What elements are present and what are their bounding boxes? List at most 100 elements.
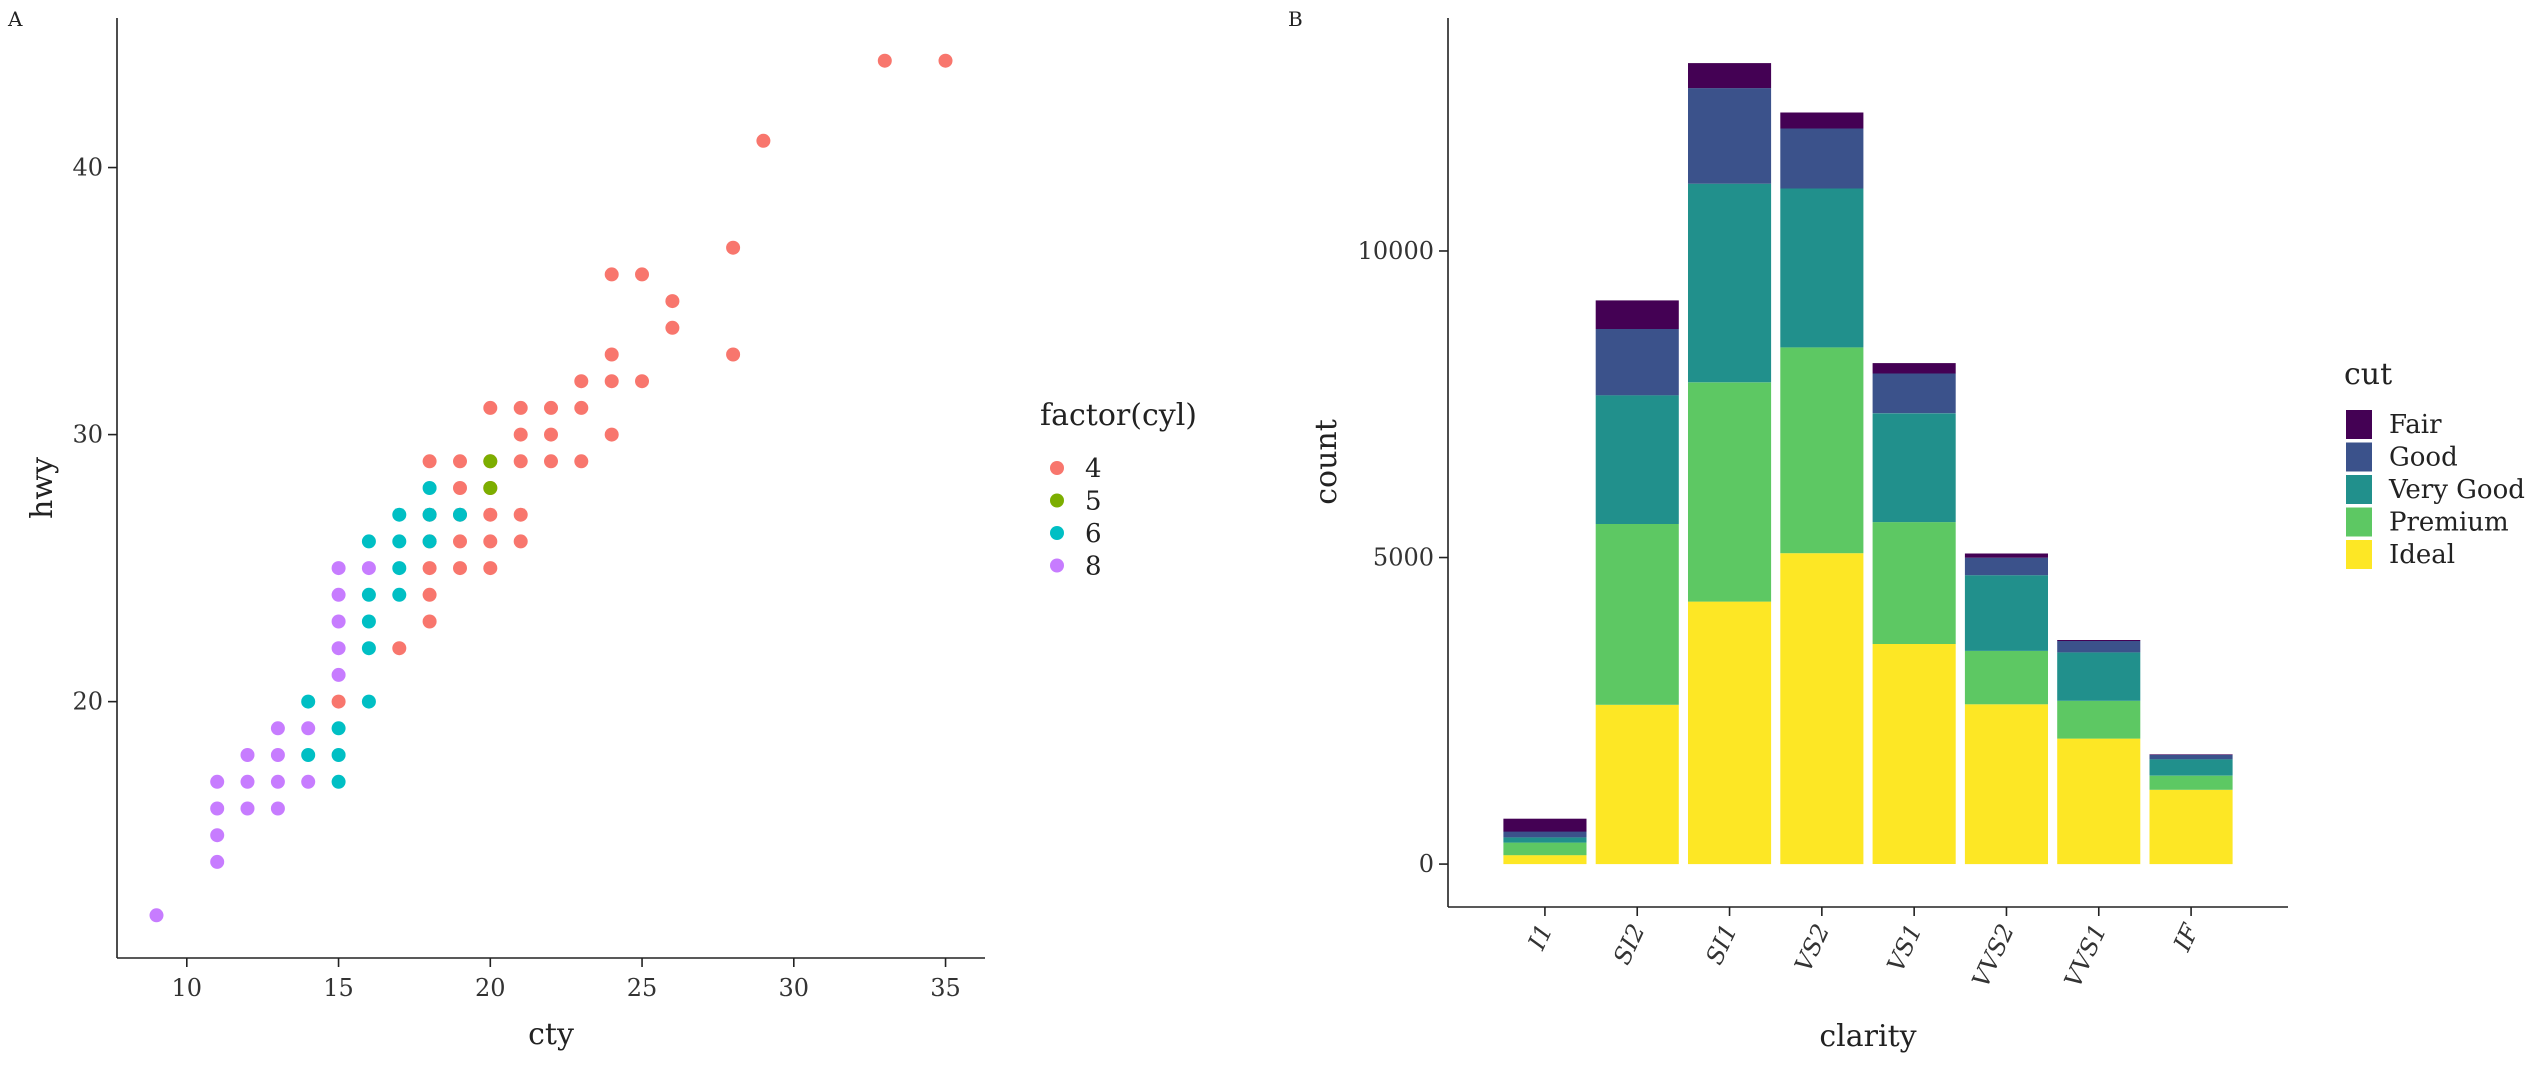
bar-segment-VS2-ideal	[1780, 553, 1864, 865]
scatter-point-cyl-6	[361, 587, 376, 602]
bar-segment-VS2-good	[1780, 128, 1864, 189]
bar-segment-VS1-ideal	[1872, 644, 1956, 864]
y-axis-title: hwy	[25, 457, 60, 519]
scatter-point-cyl-4	[422, 614, 437, 629]
scatter-point-cyl-8	[210, 774, 225, 789]
scatter-point-cyl-6	[453, 507, 467, 522]
bar-segment-SI1-good	[1688, 88, 1772, 184]
x-tick-label: VVS2	[1967, 920, 2020, 992]
legend-key-cyl-6	[1050, 526, 1064, 540]
scatter-point-cyl-6	[361, 534, 376, 549]
scatter-point-cyl-4	[604, 347, 619, 362]
bar-segment-VVS1-very-good	[2057, 652, 2141, 701]
scatter-point-cyl-4	[392, 641, 407, 656]
scatter-point-cyl-4	[453, 561, 467, 576]
scatter-point-cyl-4	[422, 561, 437, 576]
scatter-point-cyl-6	[392, 587, 407, 602]
bar-segment-VS2-premium	[1780, 347, 1864, 554]
scatter-point-cyl-8	[301, 774, 316, 789]
bar-segment-VVS2-ideal	[1964, 704, 2048, 865]
scatter-point-cyl-4	[544, 454, 558, 469]
legend-key-cyl-5	[1050, 493, 1064, 508]
scatter-point-cyl-4	[453, 534, 467, 549]
scatter-point-cyl-6	[422, 534, 437, 549]
scatter-point-cyl-8	[210, 828, 225, 843]
bar-segment-IF-ideal	[2149, 789, 2233, 865]
bar-segment-VVS1-fair	[2057, 640, 2141, 641]
bar-segment-I1-good	[1503, 831, 1587, 838]
scatter-point-cyl-6	[422, 481, 437, 495]
scatter-point-cyl-4	[544, 427, 558, 442]
scatter-point-cyl-4	[422, 587, 437, 602]
y-axis-title: count	[1309, 419, 1344, 505]
scatter-point-cyl-8	[270, 774, 285, 789]
scatter-point-cyl-6	[392, 534, 407, 549]
scatter-point-cyl-8	[331, 587, 346, 602]
bar-segment-VVS1-premium	[2057, 700, 2141, 739]
stacked-bars	[1503, 63, 2233, 865]
x-axis-ticks: 10 15 20 25 30 35	[172, 958, 961, 1002]
scatter-point-cyl-4	[483, 534, 498, 549]
bar-segment-I1-fair	[1503, 818, 1587, 832]
legend-key-ideal	[2346, 540, 2372, 569]
scatter-point-cyl-6	[422, 507, 437, 522]
legend-label-cyl-6: 6	[1085, 519, 1102, 549]
scatter-point-cyl-6	[392, 507, 407, 522]
scatter-point-cyl-5	[483, 481, 498, 495]
legend-label-cyl-8: 8	[1085, 552, 1102, 582]
legend-label-ideal: Ideal	[2389, 540, 2455, 570]
bar-segment-SI2-premium	[1595, 524, 1679, 705]
scatter-point-cyl-4	[453, 454, 467, 469]
scatter-point-cyl-4	[665, 294, 680, 309]
x-tick-label: 25	[627, 974, 658, 1002]
scatter-point-cyl-4	[513, 427, 528, 442]
scatter-point-cyl-4	[726, 347, 741, 362]
legend-label-very-good: Very Good	[2388, 475, 2525, 505]
scatter-point-cyl-4	[665, 320, 680, 335]
x-tick-label: I1	[1522, 920, 1558, 955]
y-tick-label: 5000	[1373, 544, 1434, 572]
bar-segment-SI2-very-good	[1595, 395, 1679, 524]
scatter-point-cyl-4	[604, 374, 619, 389]
scatter-point-cyl-4	[422, 454, 437, 469]
scatter-point-cyl-4	[513, 454, 528, 469]
scatter-point-cyl-8	[270, 801, 285, 816]
legend-title: factor(cyl)	[1040, 398, 1197, 433]
scatter-point-cyl-8	[331, 641, 346, 656]
scatter-point-cyl-8	[331, 667, 346, 682]
y-tick-label: 20	[72, 688, 103, 716]
scatter-point-cyl-4	[513, 507, 528, 522]
legend-key-good	[2346, 442, 2372, 472]
scatter-point-cyl-8	[270, 748, 285, 762]
legend-label-cyl-5: 5	[1085, 487, 1102, 517]
scatter-point-cyl-8	[331, 614, 346, 629]
bar-segment-VS2-very-good	[1780, 188, 1864, 348]
legend-key-fair	[2346, 410, 2372, 439]
scatter-point-cyl-4	[453, 481, 467, 495]
scatter-point-cyl-8	[270, 721, 285, 736]
scatter-point-cyl-4	[574, 374, 589, 389]
scatter-point-cyl-4	[483, 507, 498, 522]
scatter-point-cyl-8	[210, 801, 225, 816]
bar-segment-VS1-good	[1872, 373, 1956, 414]
scatter-point-cyl-6	[301, 748, 316, 762]
bar-segment-IF-good	[2149, 754, 2233, 760]
legend-key-cyl-4	[1050, 461, 1064, 475]
scatter-point-cyl-4	[513, 400, 528, 415]
scatter-point-cyl-4	[938, 53, 953, 68]
bar-segment-VS1-very-good	[1872, 413, 1956, 523]
scatter-point-cyl-8	[331, 561, 346, 576]
bar-panel: B I1 SI2 SI1 VS2 VS1 VVS2 VVS1 IF 0 5000 10000 cl…	[1288, 7, 2525, 1054]
bar-segment-VVS1-ideal	[2057, 738, 2141, 865]
scatter-point-cyl-4	[513, 534, 528, 549]
bar-segment-VVS2-very-good	[1964, 575, 2048, 651]
bar-segment-VVS2-good	[1964, 557, 2048, 576]
scatter-point-cyl-4	[604, 427, 619, 442]
y-tick-label: 0	[1419, 850, 1434, 878]
scatter-point-cyl-6	[331, 774, 346, 789]
y-tick-label: 10000	[1358, 237, 1434, 265]
scatter-point-cyl-4	[726, 240, 741, 255]
